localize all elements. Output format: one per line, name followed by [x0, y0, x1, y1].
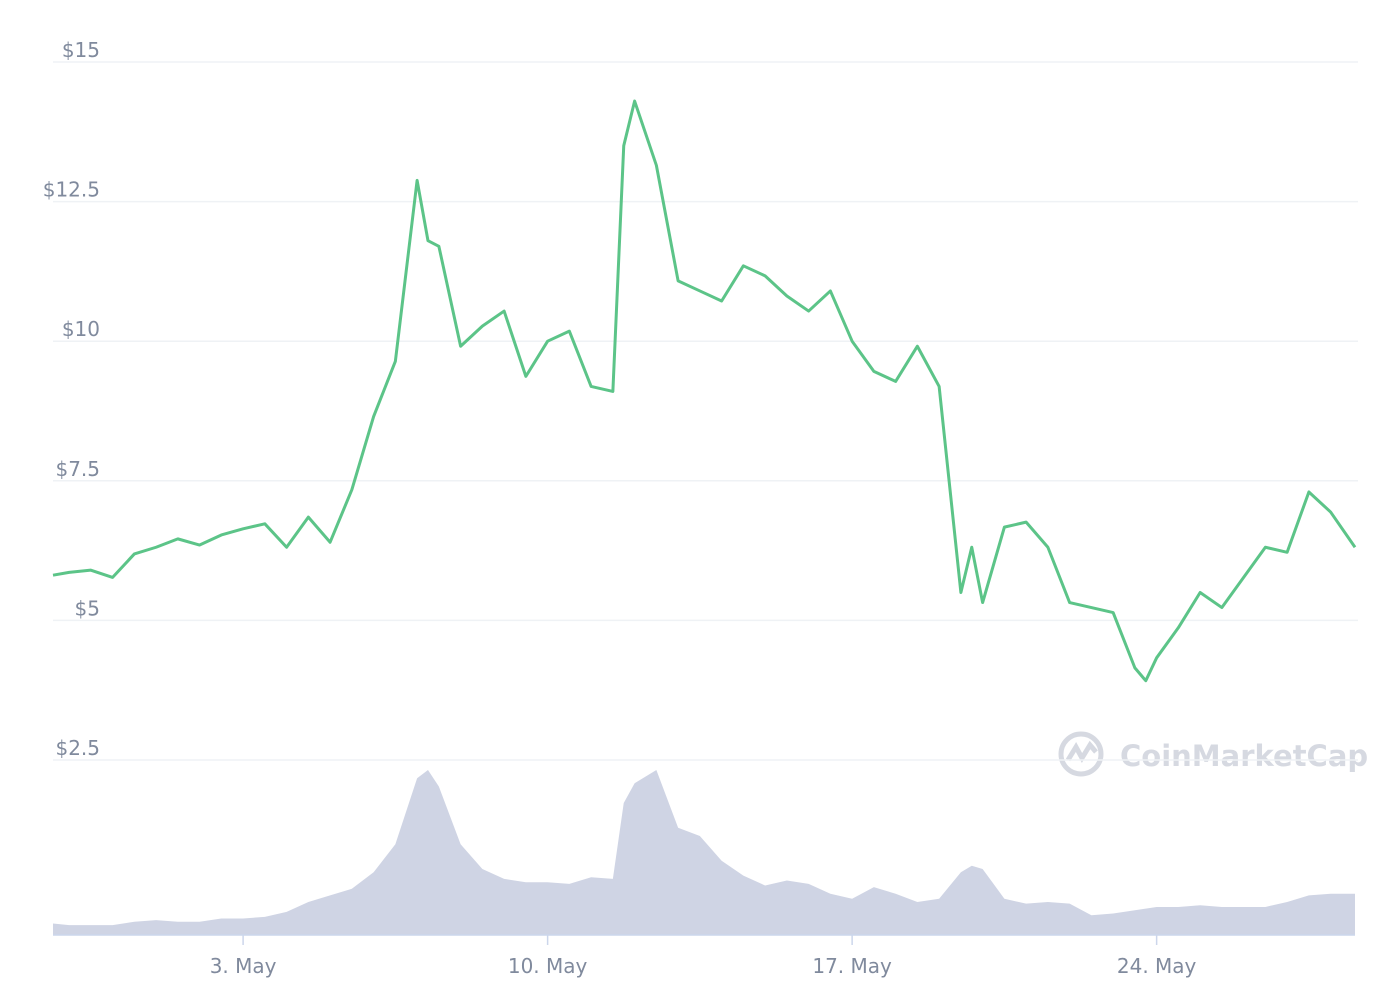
- y-tick-label: $10: [62, 317, 100, 341]
- y-tick-label: $5: [75, 596, 100, 620]
- y-tick-label: $15: [62, 38, 100, 62]
- x-tick-label: 3. May: [210, 954, 277, 978]
- x-tick-label: 24. May: [1117, 954, 1197, 978]
- y-tick-label: $7.5: [55, 457, 100, 481]
- x-tick-label: 17. May: [812, 954, 892, 978]
- x-tick-label: 10. May: [508, 954, 588, 978]
- y-tick-label: $12.5: [43, 178, 100, 202]
- y-tick-label: $2.5: [55, 736, 100, 760]
- volume-area: [53, 770, 1355, 935]
- price-line: [52, 99, 1357, 683]
- watermark-logo: [1058, 731, 1104, 777]
- watermark: CoinMarketCap: [1120, 739, 1368, 773]
